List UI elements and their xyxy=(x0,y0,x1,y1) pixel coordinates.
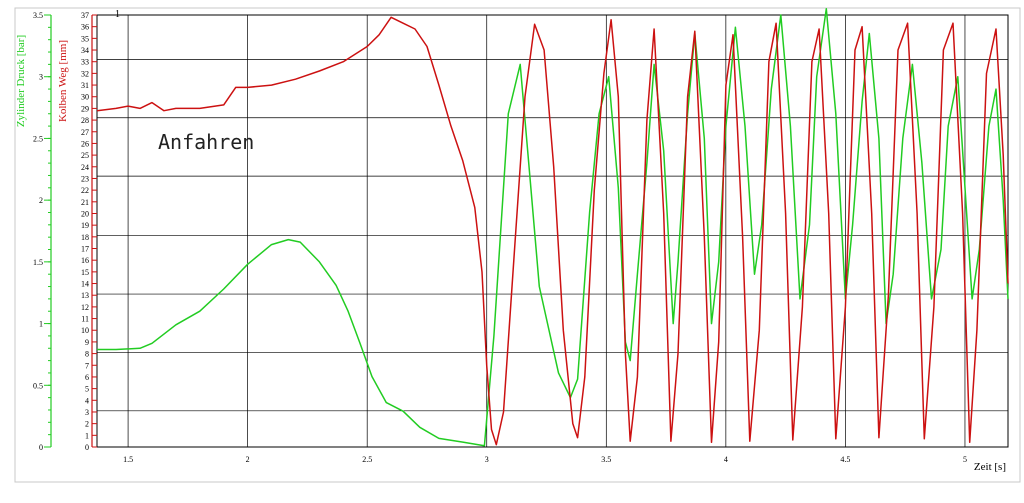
travel-tick-label: 33 xyxy=(81,58,89,67)
travel-tick-label: 7 xyxy=(85,361,89,370)
travel-tick-label: 16 xyxy=(81,256,89,265)
x-tick-label: 4.5 xyxy=(840,455,850,464)
chart-frame xyxy=(14,7,1021,483)
pressure-tick-label: 1 xyxy=(39,320,43,329)
travel-tick-label: 8 xyxy=(85,350,89,359)
travel-tick-label: 1 xyxy=(85,431,89,440)
travel-tick-label: 9 xyxy=(85,338,89,347)
travel-tick-label: 20 xyxy=(81,209,89,218)
travel-tick-label: 28 xyxy=(81,116,89,125)
x-tick-label: 2.5 xyxy=(362,455,372,464)
travel-tick-label: 25 xyxy=(81,151,89,160)
travel-tick-label: 37 xyxy=(81,11,89,20)
pressure-tick-label: 3.5 xyxy=(33,11,43,20)
travel-tick-label: 22 xyxy=(81,186,89,195)
corner-mark: 1 xyxy=(115,9,120,20)
plot-area-border xyxy=(96,14,1009,448)
pressure-axis-title: Zylinder Druck [bar] xyxy=(15,35,27,127)
x-tick-label: 3 xyxy=(485,455,489,464)
travel-tick-label: 2 xyxy=(85,420,89,429)
travel-tick-label: 14 xyxy=(81,280,89,289)
series-group xyxy=(96,8,1009,447)
pressure-tick-label: 2.5 xyxy=(33,134,43,143)
x-tick-label: 1.5 xyxy=(123,455,133,464)
x-tick-label: 3.5 xyxy=(601,455,611,464)
travel-tick-label: 34 xyxy=(81,46,89,55)
travel-tick-label: 32 xyxy=(81,69,89,78)
travel-tick-label: 27 xyxy=(81,128,89,137)
travel-tick-label: 29 xyxy=(81,104,89,113)
travel-tick-label: 17 xyxy=(81,245,89,254)
travel-tick-label: 11 xyxy=(81,315,89,324)
travel-tick-label: 23 xyxy=(81,174,89,183)
travel-tick-label: 24 xyxy=(81,163,89,172)
pressure-tick-label: 0.5 xyxy=(33,381,43,390)
pressure-tick-label: 2 xyxy=(39,196,43,205)
grid xyxy=(96,14,1009,448)
pressure-tick-label: 3 xyxy=(39,73,43,82)
x-tick-label: 5 xyxy=(963,455,967,464)
annotation-text: Anfahren xyxy=(158,130,254,154)
x-tick-label: 4 xyxy=(724,455,728,464)
travel-tick-label: 3 xyxy=(85,408,89,417)
travel-tick-label: 6 xyxy=(85,373,89,382)
pressure-tick-label: 1.5 xyxy=(33,258,43,267)
pressure-tick-label: 0 xyxy=(39,443,43,452)
travel-tick-label: 12 xyxy=(81,303,89,312)
axes-group: 1.5 2 2.5 3 3.5 4 4.5 5 0 0.5 1 1.5 2 2.5 3 3.5 Zylinder… xyxy=(15,11,967,464)
travel-tick-label: 30 xyxy=(81,93,89,102)
travel-axis-title: Kolben Weg [mm] xyxy=(57,40,69,122)
travel-tick-label: 19 xyxy=(81,221,89,230)
travel-tick-label: 10 xyxy=(81,326,89,335)
travel-tick-label: 13 xyxy=(81,291,89,300)
series-line-pressure xyxy=(97,8,1009,447)
travel-tick-label: 5 xyxy=(85,385,89,394)
travel-tick-label: 4 xyxy=(85,396,89,405)
x-tick-label: 2 xyxy=(246,455,250,464)
x-axis-title: Zeit [s] xyxy=(974,461,1006,473)
travel-tick-label: 15 xyxy=(81,268,89,277)
series-line-travel xyxy=(96,16,1009,446)
travel-tick-label: 26 xyxy=(81,139,89,148)
travel-tick-label: 35 xyxy=(81,34,89,43)
travel-tick-label: 21 xyxy=(81,198,89,207)
travel-tick-label: 0 xyxy=(85,443,89,452)
travel-tick-label: 31 xyxy=(81,81,89,90)
travel-tick-label: 18 xyxy=(81,233,89,242)
travel-tick-label: 36 xyxy=(81,23,89,32)
